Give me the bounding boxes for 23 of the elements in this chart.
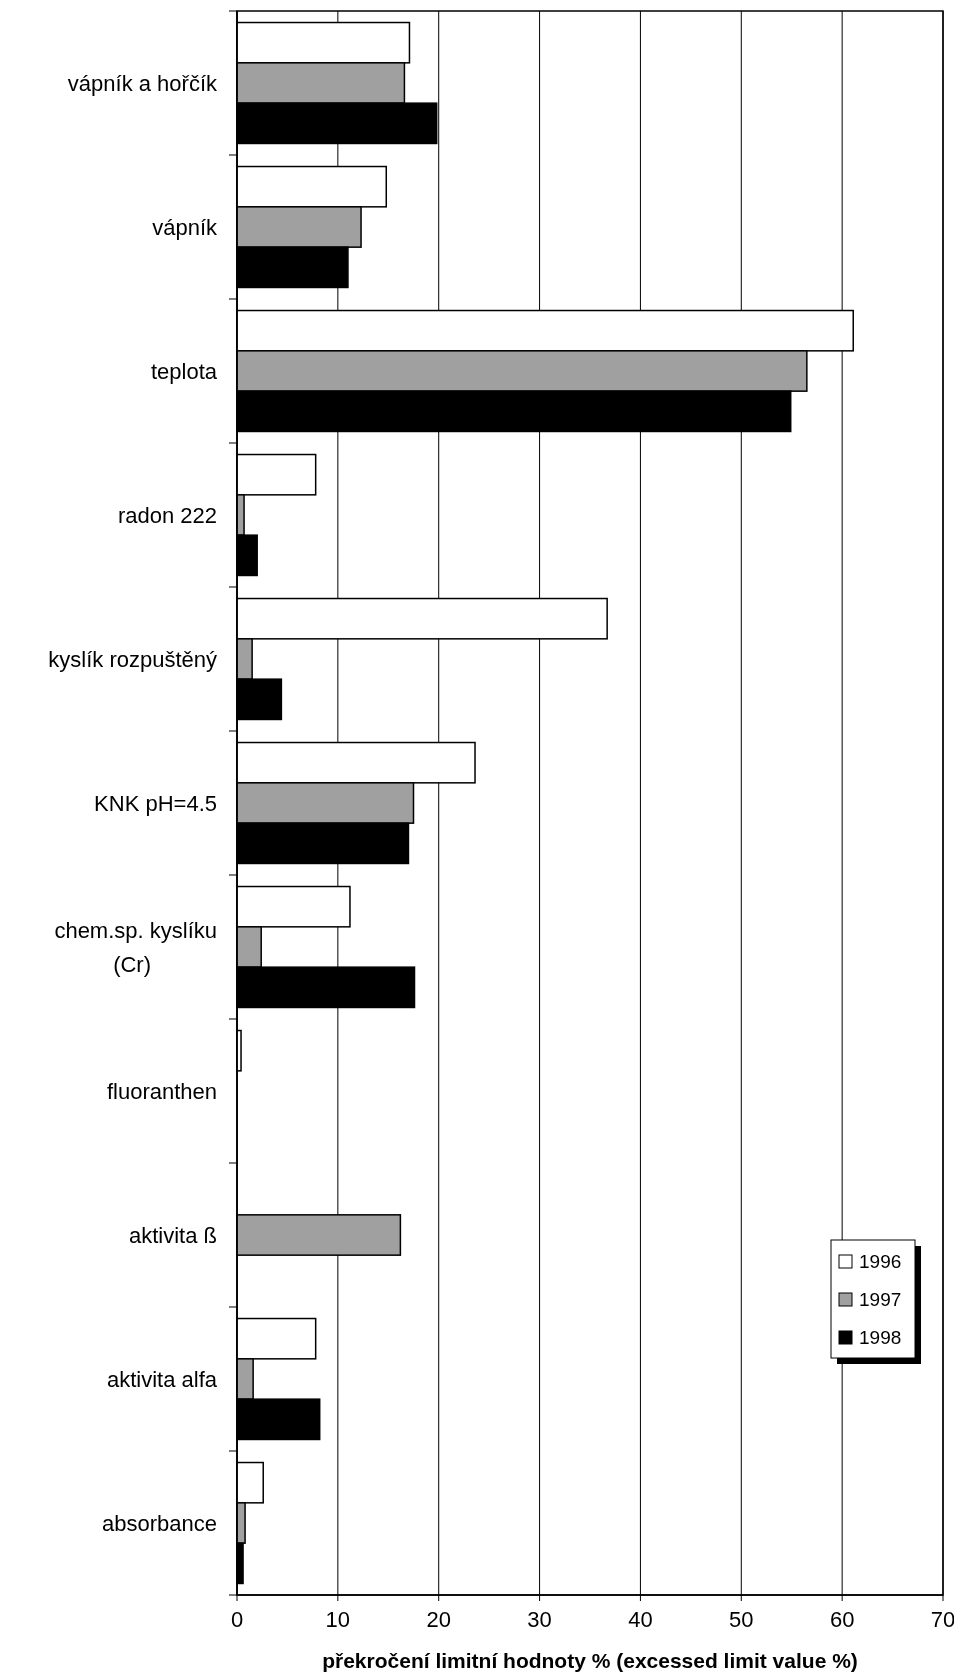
legend-label: 1998 — [859, 1327, 902, 1348]
x-tick-label: 20 — [426, 1607, 451, 1632]
x-tick-label: 50 — [729, 1607, 754, 1632]
x-tick-label: 40 — [628, 1607, 653, 1632]
x-tick-label: 60 — [829, 1607, 855, 1632]
y-tick-label: chem.sp. kyslíku (Cr) — [54, 918, 217, 977]
y-tick-label: kyslík rozpuštěný — [48, 647, 217, 672]
y-tick-label: absorbance — [102, 1511, 217, 1536]
x-tick-label: 70 — [930, 1607, 954, 1632]
y-tick-label: teplota — [150, 359, 218, 384]
y-tick-label: KNK pH=4.5 — [94, 791, 217, 816]
x-tick-label: 0 — [230, 1607, 244, 1632]
legend-label: 1996 — [859, 1251, 902, 1272]
y-tick-label: vápník a hořčík — [67, 71, 218, 96]
x-tick-label: 30 — [527, 1607, 552, 1632]
x-tick-label: 10 — [325, 1607, 351, 1632]
y-tick-label: fluoranthen — [106, 1079, 217, 1104]
y-tick-label: radon 222 — [117, 503, 217, 528]
y-tick-label: aktivita alfa — [106, 1367, 218, 1392]
y-tick-label: aktivita ß — [128, 1223, 217, 1248]
legend-label: 1997 — [859, 1289, 902, 1310]
y-tick-label: vápník — [152, 215, 218, 240]
x-axis-title: překročení limitní hodnoty % (excessed limit value %) — [322, 1649, 858, 1672]
